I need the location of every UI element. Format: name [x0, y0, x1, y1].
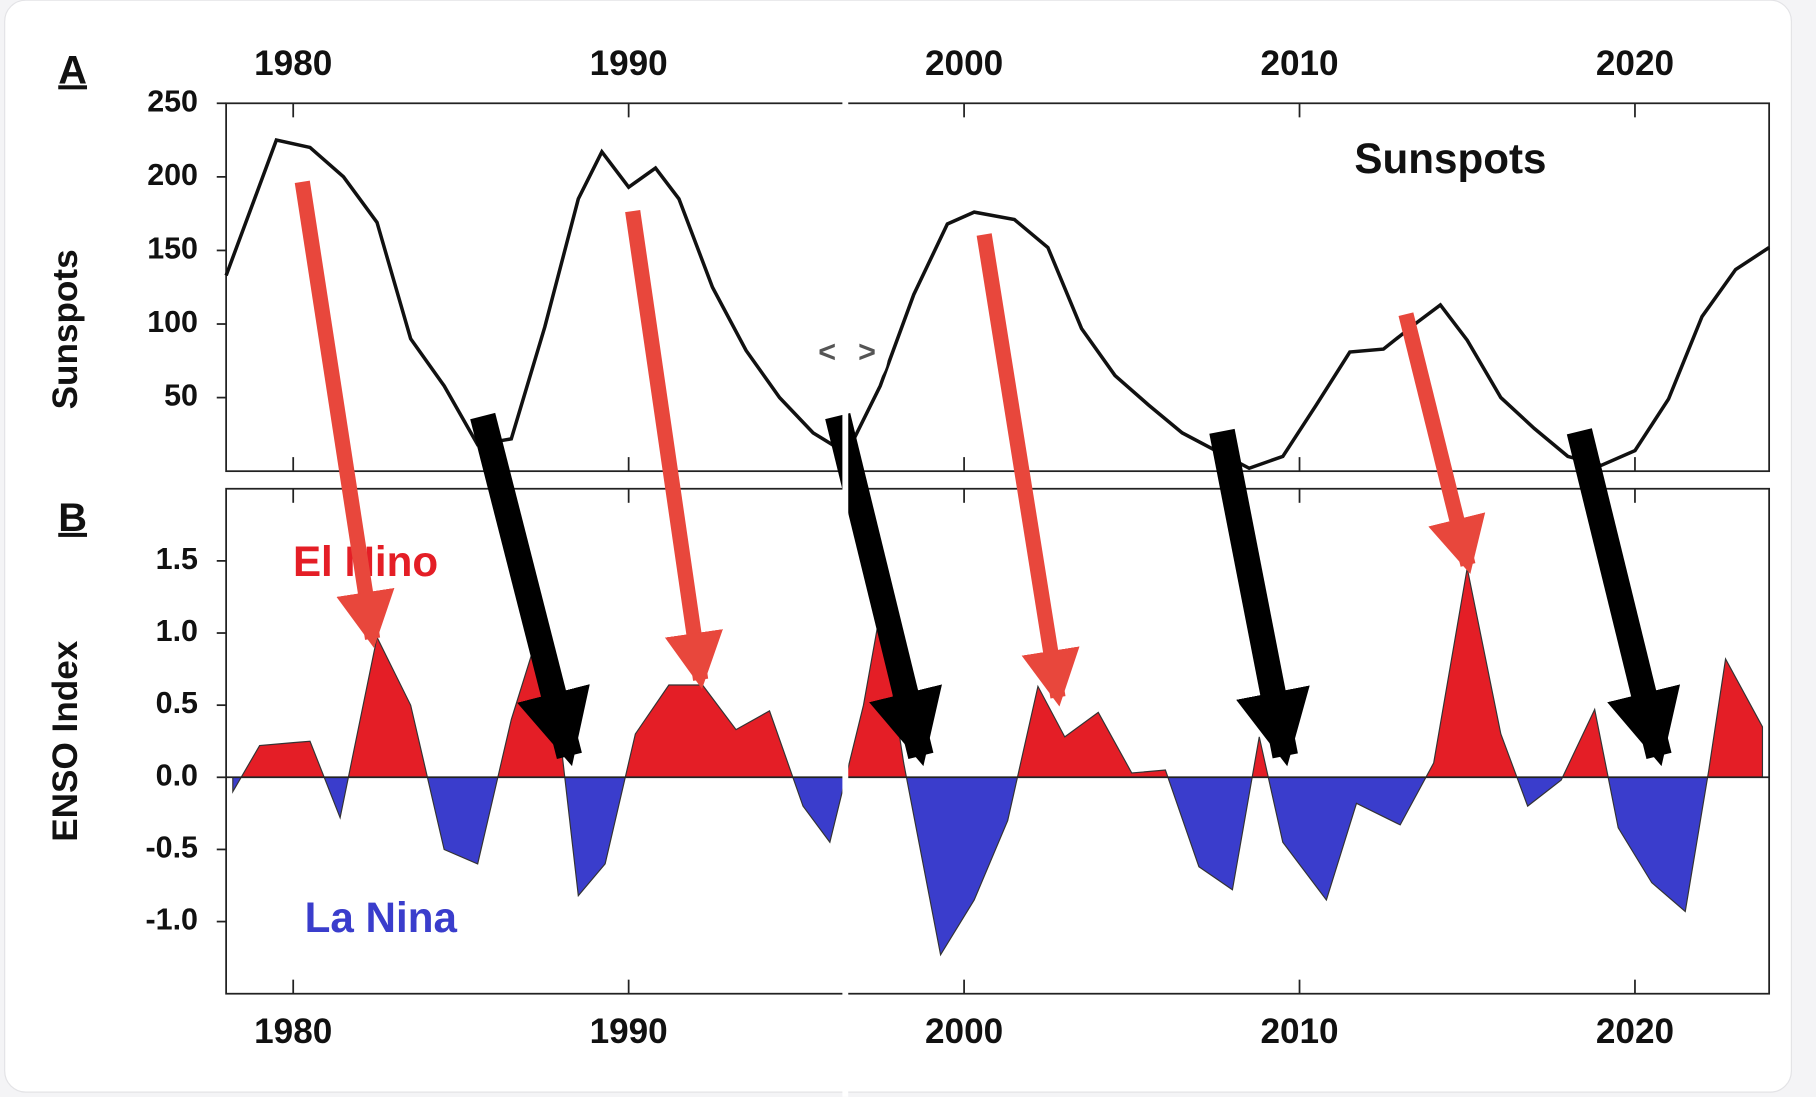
y-tick-label: 250	[147, 84, 198, 118]
arrow-black	[1209, 428, 1310, 767]
x-tick-label-bottom: 1990	[590, 1012, 668, 1051]
x-tick-label-bottom: 2020	[1596, 1012, 1674, 1051]
slider-handle[interactable]: < >	[803, 311, 889, 397]
panel-label: A	[58, 48, 87, 92]
arrows	[294, 180, 1681, 767]
sunspot-line	[224, 138, 1771, 471]
arrow-red	[976, 233, 1080, 707]
panel-label: B	[58, 496, 87, 540]
arrow-red	[294, 180, 395, 648]
y-tick-label: 0.0	[156, 758, 198, 792]
arrow-black	[825, 413, 942, 767]
y-tick-label: 1.0	[156, 614, 198, 648]
y-tick-label: 100	[147, 305, 198, 339]
x-tick-label-bottom: 2010	[1260, 1012, 1338, 1051]
slider-divider	[842, 98, 849, 1097]
x-tick-label-top: 2010	[1260, 44, 1338, 83]
y-tick-label: -0.5	[146, 830, 199, 864]
y-tick-label: 1.5	[156, 542, 198, 576]
annotation-la-nina: La Nina	[305, 894, 458, 941]
plot-frame	[225, 102, 1771, 473]
y-axis-label: ENSO Index	[46, 640, 85, 842]
slider-right[interactable]: >	[858, 335, 876, 369]
series-label: Sunspots	[1354, 135, 1546, 182]
x-tick-label-bottom: 2000	[925, 1012, 1003, 1051]
la-nina-area	[232, 777, 1764, 957]
arrow-red	[625, 209, 723, 689]
x-tick-label-top: 2000	[925, 44, 1003, 83]
y-tick-label: 200	[147, 158, 198, 192]
y-tick-label: -1.0	[146, 903, 198, 937]
x-tick-label-bottom: 1980	[254, 1012, 332, 1051]
arrow-black	[470, 412, 590, 767]
arrow-red	[1398, 312, 1486, 575]
plot-frame	[225, 487, 1771, 995]
y-tick-label: 0.5	[156, 686, 198, 720]
y-tick-label: 150	[147, 231, 198, 265]
x-tick-label-top: 1980	[254, 44, 332, 83]
panel: 50 100 150 200 250 1980 1990 2000 2010 2020 A Sunsp…	[46, 44, 1771, 473]
slider-left[interactable]: <	[818, 335, 836, 369]
x-tick-label-top: 1990	[590, 44, 668, 83]
arrow-black	[1566, 428, 1681, 767]
x-tick-label-top: 2020	[1596, 44, 1674, 83]
y-axis-label: Sunspots	[46, 249, 85, 409]
y-tick-label: 50	[164, 379, 198, 413]
slider-knob[interactable]	[803, 311, 889, 397]
